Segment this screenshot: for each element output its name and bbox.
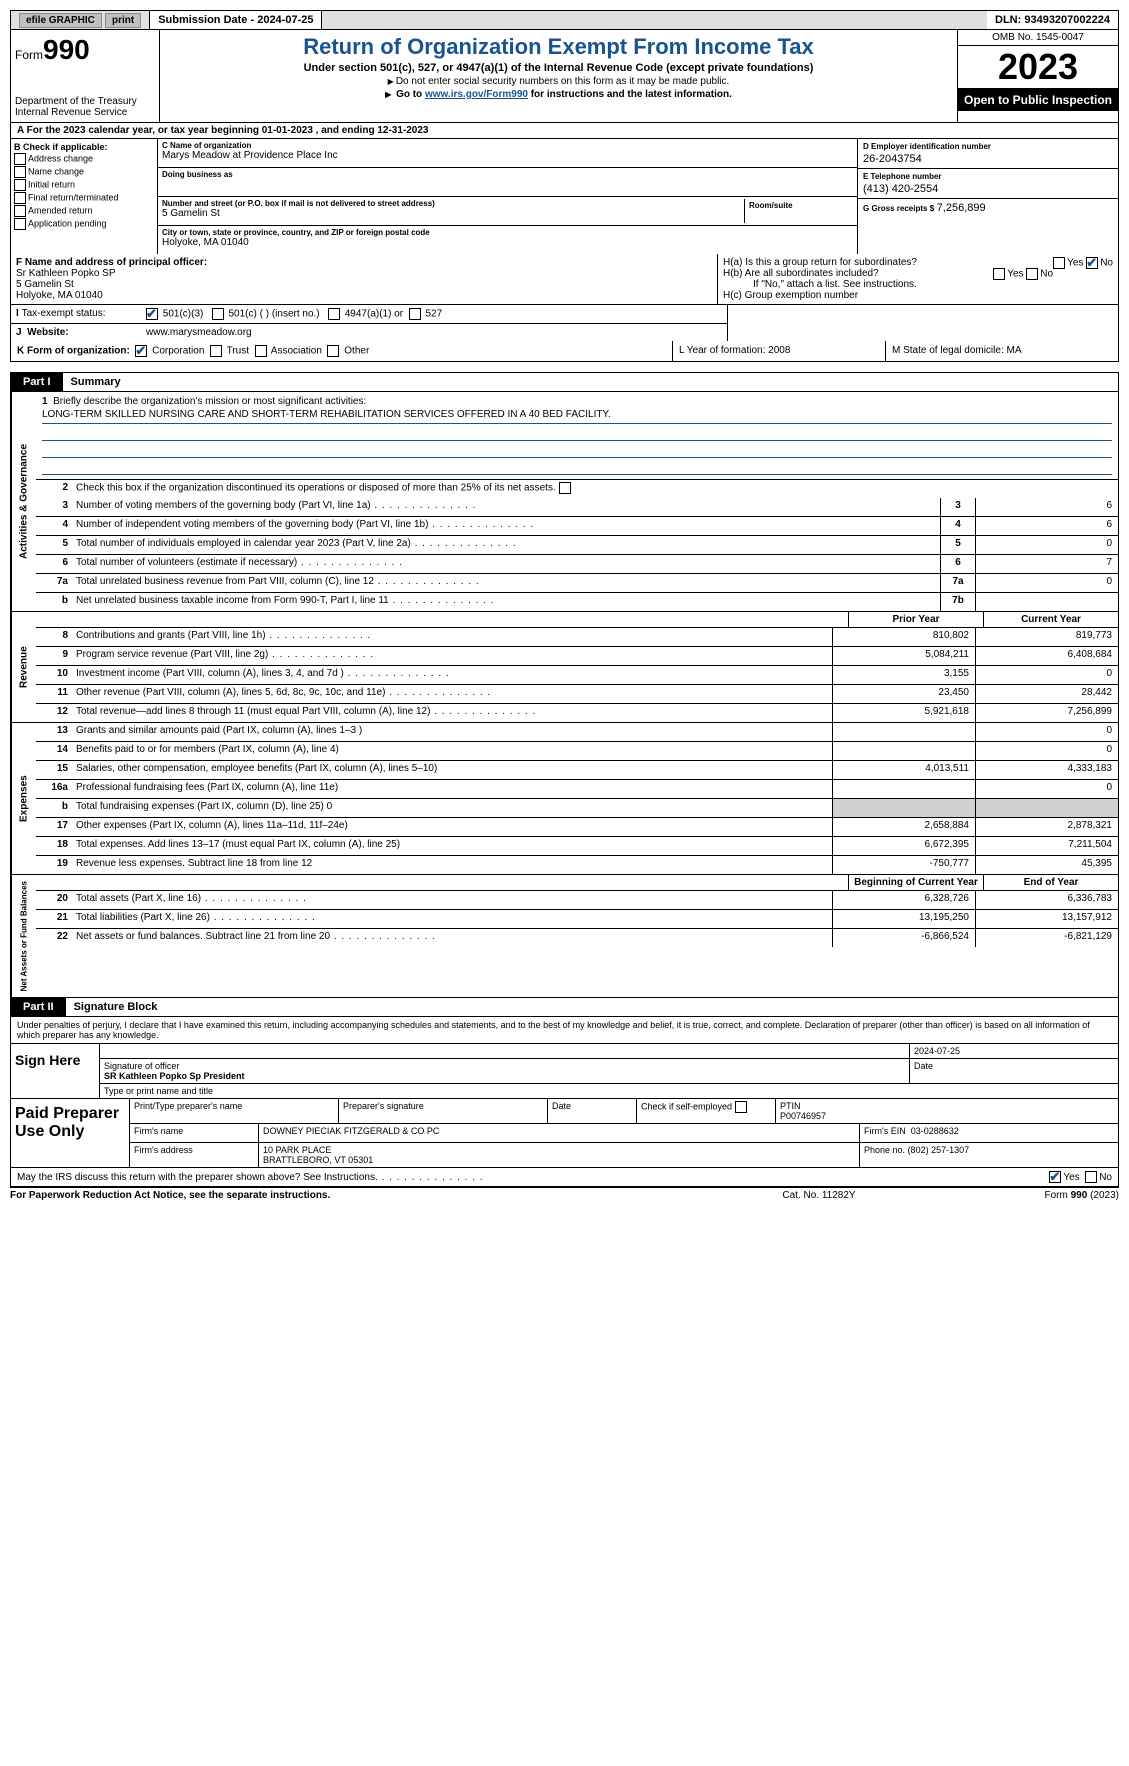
table-row: 12Total revenue—add lines 8 through 11 (… xyxy=(36,704,1118,722)
part1-header: Part I Summary xyxy=(10,372,1119,392)
officer-name: Sr Kathleen Popko SP xyxy=(16,268,116,279)
form-subtitle: Under section 501(c), 527, or 4947(a)(1)… xyxy=(168,62,949,74)
check-initial-return[interactable] xyxy=(14,179,26,191)
firm-addr1: 10 PARK PLACE xyxy=(263,1145,331,1155)
check-self-employed[interactable] xyxy=(735,1101,747,1113)
table-row: 14Benefits paid to or for members (Part … xyxy=(36,742,1118,761)
table-row: bNet unrelated business taxable income f… xyxy=(36,593,1118,611)
table-row: bTotal fundraising expenses (Part IX, co… xyxy=(36,799,1118,818)
form-header: Form990 Department of the Treasury Inter… xyxy=(10,30,1119,123)
table-row: 17Other expenses (Part IX, column (A), l… xyxy=(36,818,1118,837)
dept-treasury: Department of the Treasury Internal Reve… xyxy=(15,96,155,118)
check-app-pending[interactable] xyxy=(14,218,26,230)
year-formation: L Year of formation: 2008 xyxy=(672,341,885,361)
firm-phone: (802) 257-1307 xyxy=(908,1145,970,1155)
ptin: P00746957 xyxy=(780,1111,826,1121)
entity-info: B Check if applicable: Address change Na… xyxy=(10,139,1119,254)
officer-signature: SR Kathleen Popko Sp President xyxy=(104,1071,245,1081)
part2-header: Part II Signature Block xyxy=(10,998,1119,1017)
form-org-row: K Form of organization: Corporation Trus… xyxy=(10,341,1119,362)
page-footer: For Paperwork Reduction Act Notice, see … xyxy=(10,1187,1119,1201)
table-row: 18Total expenses. Add lines 13–17 (must … xyxy=(36,837,1118,856)
table-row: 16aProfessional fundraising fees (Part I… xyxy=(36,780,1118,799)
street-address: 5 Gamelin St xyxy=(162,208,744,219)
gross-receipts: 7,256,899 xyxy=(937,202,986,214)
check-trust[interactable] xyxy=(210,345,222,357)
ein: 26-2043754 xyxy=(863,153,1113,165)
box-c: C Name of organization Marys Meadow at P… xyxy=(158,139,857,254)
tax-year: 2023 xyxy=(958,46,1118,89)
box-d-e-g: D Employer identification number 26-2043… xyxy=(857,139,1118,254)
ha-yes[interactable] xyxy=(1053,257,1065,269)
check-corp[interactable] xyxy=(135,345,147,357)
table-row: 6Total number of volunteers (estimate if… xyxy=(36,555,1118,574)
check-4947[interactable] xyxy=(328,308,340,320)
table-row: 21Total liabilities (Part X, line 26)13,… xyxy=(36,910,1118,929)
officer-group-row: F Name and address of principal officer:… xyxy=(10,254,1119,305)
check-discontinued[interactable] xyxy=(559,482,571,494)
table-row: 19Revenue less expenses. Subtract line 1… xyxy=(36,856,1118,874)
check-amended[interactable] xyxy=(14,205,26,217)
table-row: 9Program service revenue (Part VIII, lin… xyxy=(36,647,1118,666)
check-address-change[interactable] xyxy=(14,153,26,165)
table-row: 20Total assets (Part X, line 16)6,328,72… xyxy=(36,891,1118,910)
efile-button[interactable]: efile GRAPHIC xyxy=(19,13,102,28)
tax-period: A For the 2023 calendar year, or tax yea… xyxy=(10,123,1119,139)
sig-date: 2024-07-25 xyxy=(910,1044,1118,1058)
table-row: 3Number of voting members of the governi… xyxy=(36,498,1118,517)
expenses-section: Expenses 13Grants and similar amounts pa… xyxy=(10,723,1119,875)
hb-no[interactable] xyxy=(1026,268,1038,280)
sign-here-block: Sign Here 2024-07-25 Signature of office… xyxy=(10,1044,1119,1099)
discuss-row: May the IRS discuss this return with the… xyxy=(10,1168,1119,1187)
table-row: 13Grants and similar amounts paid (Part … xyxy=(36,723,1118,742)
firm-ein: 03-0288632 xyxy=(911,1126,959,1136)
ssn-warning: Do not enter social security numbers on … xyxy=(168,76,949,87)
form990-url[interactable]: www.irs.gov/Form990 xyxy=(425,89,528,100)
top-bar: efile GRAPHIC print Submission Date - 20… xyxy=(10,10,1119,30)
mission-text: LONG-TERM SKILLED NURSING CARE AND SHORT… xyxy=(42,409,1112,424)
dln: DLN: 93493207002224 xyxy=(987,11,1118,29)
table-row: 5Total number of individuals employed in… xyxy=(36,536,1118,555)
check-name-change[interactable] xyxy=(14,166,26,178)
paid-preparer-block: Paid Preparer Use Only Print/Type prepar… xyxy=(10,1099,1119,1168)
ha-no[interactable] xyxy=(1086,257,1098,269)
submission-date: Submission Date - 2024-07-25 xyxy=(150,11,322,29)
org-name: Marys Meadow at Providence Place Inc xyxy=(162,150,853,161)
table-row: 7aTotal unrelated business revenue from … xyxy=(36,574,1118,593)
check-501c[interactable] xyxy=(212,308,224,320)
check-527[interactable] xyxy=(409,308,421,320)
open-public-badge: Open to Public Inspection xyxy=(958,89,1118,111)
firm-addr2: BRATTLEBORO, VT 05301 xyxy=(263,1155,373,1165)
table-row: 11Other revenue (Part VIII, column (A), … xyxy=(36,685,1118,704)
discuss-no[interactable] xyxy=(1085,1171,1097,1183)
city-state-zip: Holyoke, MA 01040 xyxy=(162,237,853,248)
form-number: Form990 xyxy=(15,34,155,66)
form-title: Return of Organization Exempt From Incom… xyxy=(168,34,949,60)
check-other[interactable] xyxy=(327,345,339,357)
governance-section: Activities & Governance 1 Briefly descri… xyxy=(10,392,1119,612)
check-501c3[interactable] xyxy=(146,308,158,320)
table-row: 22Net assets or fund balances. Subtract … xyxy=(36,929,1118,947)
website: www.marysmeadow.org xyxy=(141,324,727,341)
check-final-return[interactable] xyxy=(14,192,26,204)
perjury-statement: Under penalties of perjury, I declare th… xyxy=(10,1017,1119,1044)
firm-name: DOWNEY PIECIAK FITZGERALD & CO PC xyxy=(259,1124,860,1142)
discuss-yes[interactable] xyxy=(1049,1171,1061,1183)
omb-number: OMB No. 1545-0047 xyxy=(958,30,1118,46)
instructions-link: Go to www.irs.gov/Form990 for instructio… xyxy=(168,89,949,100)
table-row: 4Number of independent voting members of… xyxy=(36,517,1118,536)
box-b: B Check if applicable: Address change Na… xyxy=(11,139,158,254)
hb-yes[interactable] xyxy=(993,268,1005,280)
table-row: 8Contributions and grants (Part VIII, li… xyxy=(36,628,1118,647)
state-domicile: M State of legal domicile: MA xyxy=(885,341,1118,361)
table-row: 15Salaries, other compensation, employee… xyxy=(36,761,1118,780)
phone: (413) 420-2554 xyxy=(863,183,1113,195)
revenue-section: Revenue Prior Year Current Year 8Contrib… xyxy=(10,612,1119,723)
print-button[interactable]: print xyxy=(105,13,141,28)
netassets-section: Net Assets or Fund Balances Beginning of… xyxy=(10,875,1119,998)
check-assoc[interactable] xyxy=(255,345,267,357)
table-row: 10Investment income (Part VIII, column (… xyxy=(36,666,1118,685)
